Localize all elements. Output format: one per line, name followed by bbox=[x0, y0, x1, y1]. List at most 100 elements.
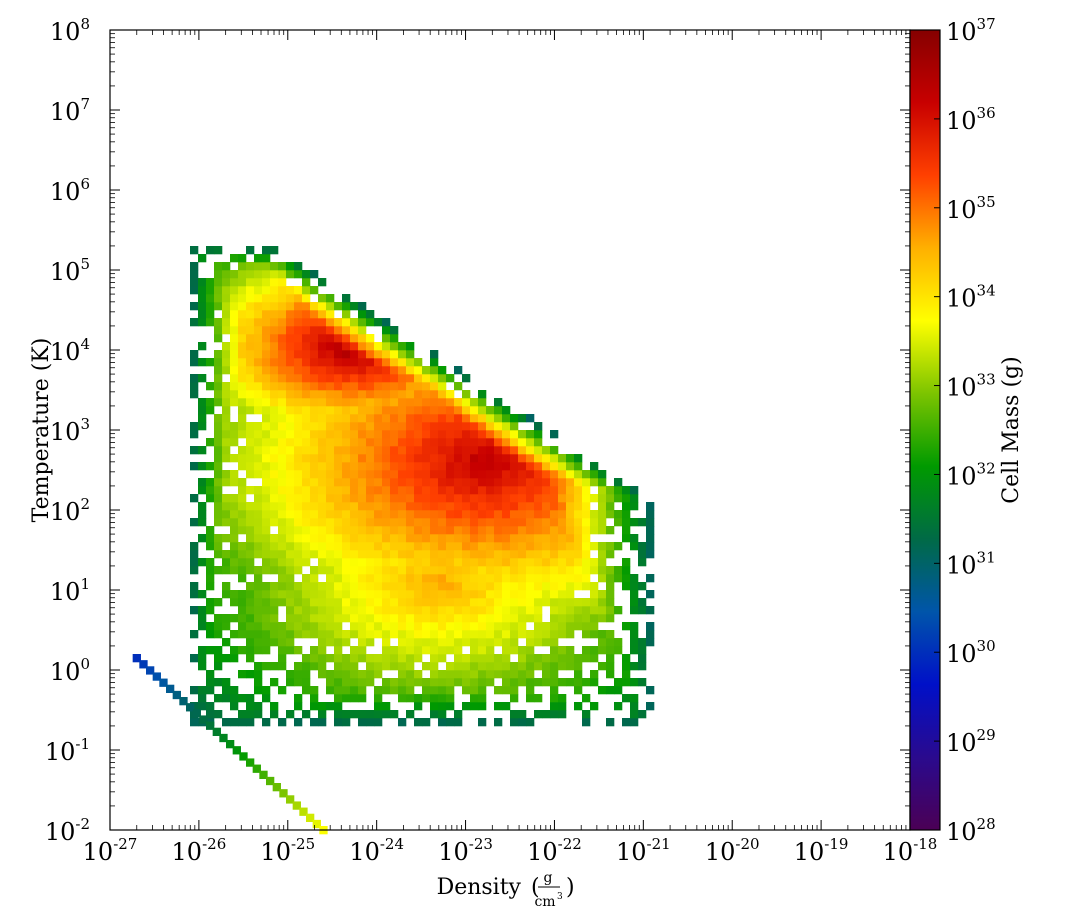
heatmap-cell bbox=[478, 414, 487, 423]
heatmap-cell bbox=[494, 486, 503, 495]
heatmap-cell bbox=[179, 697, 188, 706]
heatmap-cell bbox=[334, 470, 343, 479]
heatmap-cell bbox=[190, 718, 199, 727]
heatmap-cell bbox=[294, 558, 303, 567]
heatmap-cell bbox=[222, 342, 231, 351]
heatmap-cell bbox=[270, 398, 279, 407]
heatmap-cell bbox=[566, 654, 575, 663]
heatmap-cell bbox=[590, 590, 599, 599]
heatmap-cell bbox=[334, 326, 343, 335]
heatmap-cell bbox=[334, 598, 343, 607]
heatmap-cell bbox=[518, 622, 527, 631]
heatmap-cell bbox=[382, 606, 391, 615]
heatmap-cell bbox=[286, 526, 295, 535]
heatmap-cell bbox=[286, 454, 295, 463]
heatmap-cell bbox=[534, 502, 543, 511]
heatmap-cell bbox=[390, 558, 399, 567]
heatmap-cell bbox=[534, 422, 543, 431]
heatmap-cell bbox=[294, 462, 303, 471]
heatmap-cell bbox=[270, 486, 279, 495]
heatmap-cell bbox=[366, 678, 375, 687]
heatmap-cell bbox=[334, 414, 343, 423]
heatmap-cell bbox=[446, 590, 455, 599]
heatmap-cell bbox=[510, 542, 519, 551]
heatmap-cell bbox=[502, 630, 511, 639]
heatmap-cell bbox=[398, 438, 407, 447]
heatmap-cell bbox=[318, 278, 327, 287]
heatmap-cell bbox=[382, 614, 391, 623]
heatmap-cell bbox=[350, 678, 359, 687]
heatmap-cell bbox=[366, 398, 375, 407]
heatmap-cell bbox=[518, 670, 527, 679]
heatmap-cell bbox=[254, 582, 263, 591]
heatmap-cell bbox=[230, 534, 239, 543]
heatmap-cell bbox=[318, 598, 327, 607]
heatmap-cell bbox=[534, 582, 543, 591]
heatmap-cell bbox=[342, 614, 351, 623]
heatmap-cell bbox=[342, 654, 351, 663]
heatmap-cell bbox=[502, 686, 511, 695]
heatmap-cell bbox=[382, 446, 391, 455]
heatmap-cell bbox=[534, 454, 543, 463]
heatmap-cell bbox=[406, 662, 415, 671]
heatmap-cell bbox=[390, 462, 399, 471]
heatmap-cell bbox=[270, 366, 279, 375]
heatmap-cell bbox=[294, 302, 303, 311]
heatmap-cell bbox=[254, 374, 263, 383]
heatmap-cell bbox=[518, 550, 527, 559]
heatmap-cell bbox=[206, 302, 215, 311]
heatmap-cell bbox=[438, 670, 447, 679]
heatmap-cell bbox=[550, 598, 559, 607]
heatmap-cell bbox=[478, 694, 487, 703]
heatmap-cell bbox=[310, 614, 319, 623]
heatmap-cell bbox=[334, 718, 343, 727]
heatmap-cell bbox=[598, 574, 607, 583]
heatmap-cell bbox=[302, 462, 311, 471]
heatmap-cell bbox=[172, 690, 181, 700]
heatmap-cell bbox=[230, 430, 239, 439]
heatmap-cell bbox=[270, 334, 279, 343]
heatmap-cell bbox=[206, 294, 215, 303]
heatmap-cell bbox=[374, 662, 383, 671]
heatmap-cell bbox=[358, 510, 367, 519]
heatmap-cell bbox=[454, 678, 463, 687]
heatmap-cell bbox=[486, 518, 495, 527]
heatmap-cell bbox=[598, 630, 607, 639]
heatmap-cell bbox=[374, 622, 383, 631]
heatmap-cell bbox=[510, 414, 519, 423]
heatmap-cell bbox=[278, 278, 287, 287]
heatmap-cell bbox=[518, 510, 527, 519]
heatmap-cell bbox=[454, 590, 463, 599]
heatmap-cell bbox=[550, 630, 559, 639]
heatmap-cell bbox=[534, 654, 543, 663]
heatmap-cell bbox=[246, 670, 255, 679]
heatmap-cell bbox=[382, 374, 391, 383]
heatmap-cell bbox=[358, 350, 367, 359]
heatmap-cell bbox=[526, 566, 535, 575]
heatmap-cell bbox=[262, 646, 271, 655]
heatmap-cell bbox=[246, 270, 255, 279]
heatmap-cell bbox=[270, 550, 279, 559]
heatmap-cell bbox=[366, 582, 375, 591]
y-axis-label: Temperature (K) bbox=[29, 338, 54, 523]
heatmap-cell bbox=[486, 614, 495, 623]
colorbar-tick-label-exponent: 35 bbox=[977, 193, 996, 211]
heatmap-cell bbox=[606, 502, 615, 511]
heatmap-cell bbox=[238, 614, 247, 623]
heatmap-cell bbox=[534, 518, 543, 527]
heatmap-cell bbox=[422, 430, 431, 439]
heatmap-cell bbox=[294, 438, 303, 447]
heatmap-cell bbox=[222, 302, 231, 311]
heatmap-cell bbox=[262, 486, 271, 495]
heatmap-cell bbox=[390, 630, 399, 639]
heatmap-cell bbox=[438, 702, 447, 711]
heatmap-cell bbox=[390, 478, 399, 487]
heatmap-cell bbox=[510, 462, 519, 471]
heatmap-cell bbox=[254, 294, 263, 303]
heatmap-cell bbox=[238, 374, 247, 383]
heatmap-cell bbox=[406, 470, 415, 479]
heatmap-cell bbox=[422, 646, 431, 655]
heatmap-cell bbox=[286, 502, 295, 511]
heatmap-cell bbox=[254, 382, 263, 391]
heatmap-cell bbox=[550, 558, 559, 567]
